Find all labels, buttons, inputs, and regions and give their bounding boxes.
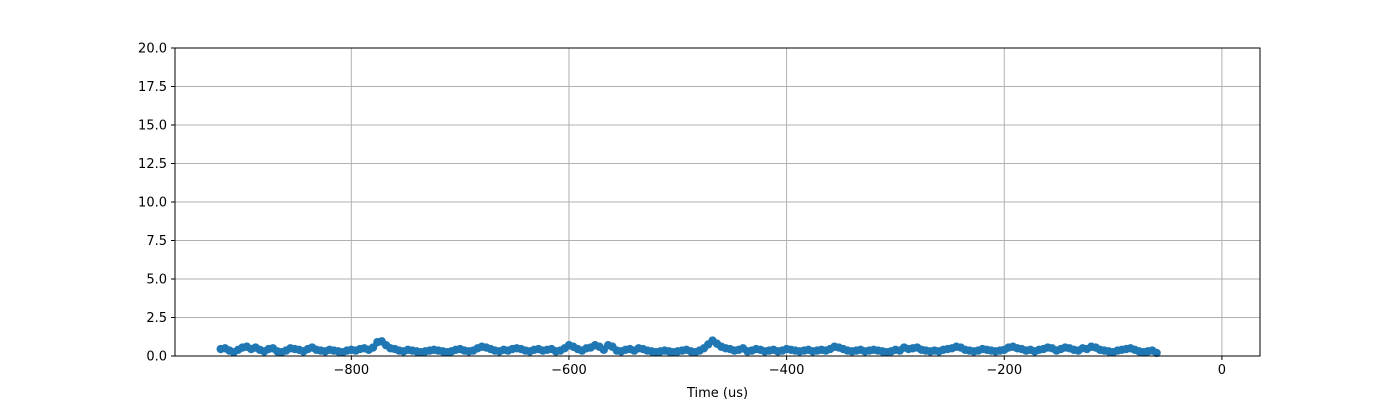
x-tick-label: −200 <box>986 363 1022 378</box>
x-axis-label: Time (us) <box>686 386 748 400</box>
data-points <box>216 336 1161 358</box>
y-tick-label: 15.0 <box>138 119 167 134</box>
y-tick-label: 5.0 <box>146 273 167 288</box>
y-tick-label: 7.5 <box>146 234 167 249</box>
x-tick-label: −800 <box>333 363 369 378</box>
x-tick-label: 0 <box>1218 363 1226 378</box>
y-tick-label: 20.0 <box>138 42 167 57</box>
data-point <box>1152 348 1161 358</box>
y-tick-label: 17.5 <box>138 80 167 95</box>
x-tick-label: −600 <box>551 363 587 378</box>
y-tick-label: 0.0 <box>146 350 167 365</box>
y-tick-label: 12.5 <box>138 157 167 172</box>
y-axis: 0.0 2.5 5.0 7.5 10.0 12.5 15.0 17.5 20.0 <box>138 42 175 365</box>
y-tick-label: 10.0 <box>138 196 167 211</box>
x-tick-label: −400 <box>769 363 805 378</box>
x-axis: −800 −600 −400 −200 0 <box>333 356 1226 378</box>
y-tick-label: 2.5 <box>146 311 167 326</box>
